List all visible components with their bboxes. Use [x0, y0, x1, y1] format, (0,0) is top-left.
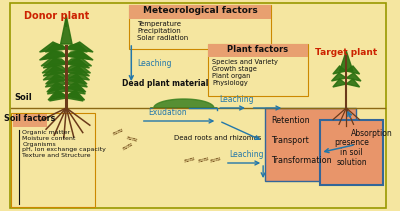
Polygon shape — [40, 42, 66, 52]
Polygon shape — [43, 66, 66, 76]
Text: Temperature
Precipitation
Solar radiation: Temperature Precipitation Solar radiatio… — [137, 21, 188, 41]
Polygon shape — [66, 66, 90, 76]
Text: ≈≈: ≈≈ — [181, 153, 196, 165]
FancyBboxPatch shape — [208, 44, 308, 57]
Text: ≈≈: ≈≈ — [124, 132, 139, 144]
FancyBboxPatch shape — [129, 5, 271, 19]
Polygon shape — [66, 44, 87, 52]
Polygon shape — [66, 82, 86, 92]
Polygon shape — [43, 58, 66, 68]
Polygon shape — [66, 93, 83, 101]
Text: Transport: Transport — [271, 136, 308, 145]
Polygon shape — [66, 58, 90, 68]
Text: ≈≈: ≈≈ — [109, 124, 125, 138]
Polygon shape — [50, 93, 66, 101]
Text: Leaching: Leaching — [230, 150, 264, 159]
Polygon shape — [66, 50, 93, 60]
Text: Dead roots and rhizomes: Dead roots and rhizomes — [174, 135, 262, 141]
Text: Meteorological factors: Meteorological factors — [143, 6, 258, 15]
Text: ≈≈: ≈≈ — [196, 153, 210, 165]
Text: Dead plant material: Dead plant material — [122, 79, 208, 88]
Text: Soil: Soil — [15, 93, 32, 102]
Polygon shape — [66, 58, 92, 66]
Text: Species and Variety
Growth stage
Plant organ
Physiology: Species and Variety Growth stage Plant o… — [212, 59, 278, 86]
Polygon shape — [66, 74, 87, 84]
Polygon shape — [346, 66, 360, 74]
Text: Transformation: Transformation — [271, 156, 332, 165]
Polygon shape — [66, 51, 90, 59]
Polygon shape — [66, 86, 85, 94]
Polygon shape — [45, 79, 66, 87]
Polygon shape — [47, 82, 66, 92]
FancyBboxPatch shape — [11, 113, 95, 207]
Polygon shape — [150, 99, 217, 108]
Text: Donor plant: Donor plant — [24, 11, 89, 21]
Text: Exudation: Exudation — [148, 108, 187, 117]
FancyBboxPatch shape — [13, 114, 47, 127]
Polygon shape — [43, 72, 66, 80]
Text: Absorption: Absorption — [351, 128, 393, 138]
Polygon shape — [60, 16, 72, 44]
Polygon shape — [45, 44, 66, 52]
Text: Plant factors: Plant factors — [227, 45, 288, 54]
Polygon shape — [41, 58, 66, 66]
Polygon shape — [66, 90, 84, 100]
Polygon shape — [333, 79, 346, 87]
FancyBboxPatch shape — [129, 5, 271, 49]
Text: Target plant: Target plant — [315, 48, 377, 57]
Polygon shape — [42, 65, 66, 73]
Polygon shape — [66, 72, 90, 80]
FancyBboxPatch shape — [320, 120, 382, 185]
Polygon shape — [346, 73, 361, 81]
Polygon shape — [48, 90, 66, 100]
Polygon shape — [346, 79, 360, 87]
Polygon shape — [40, 50, 66, 60]
Text: ≈≈: ≈≈ — [119, 139, 134, 153]
Text: Retention: Retention — [271, 116, 310, 125]
Polygon shape — [66, 42, 93, 52]
FancyBboxPatch shape — [265, 108, 356, 181]
Polygon shape — [332, 73, 346, 81]
Text: ≈≈: ≈≈ — [208, 153, 223, 165]
Text: Organic matter
Moisture content
Organisms
pH, Ion exchange capacity
Texture and : Organic matter Moisture content Organism… — [22, 130, 106, 158]
Text: Leaching: Leaching — [219, 95, 254, 104]
Polygon shape — [43, 51, 66, 59]
FancyBboxPatch shape — [208, 44, 308, 96]
Text: presence
in soil
solution: presence in soil solution — [334, 138, 369, 167]
Polygon shape — [48, 86, 66, 94]
Text: Leaching: Leaching — [137, 58, 172, 68]
Polygon shape — [46, 74, 66, 84]
Polygon shape — [340, 51, 353, 71]
Polygon shape — [66, 65, 90, 73]
Polygon shape — [333, 66, 346, 74]
Text: Soil factors: Soil factors — [4, 114, 56, 123]
Polygon shape — [66, 79, 87, 87]
